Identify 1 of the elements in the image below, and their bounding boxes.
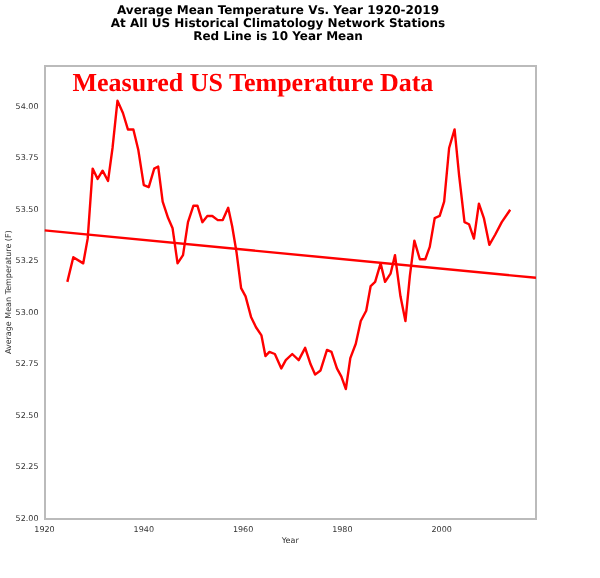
annotation: Measured US Temperature Data: [72, 67, 435, 98]
